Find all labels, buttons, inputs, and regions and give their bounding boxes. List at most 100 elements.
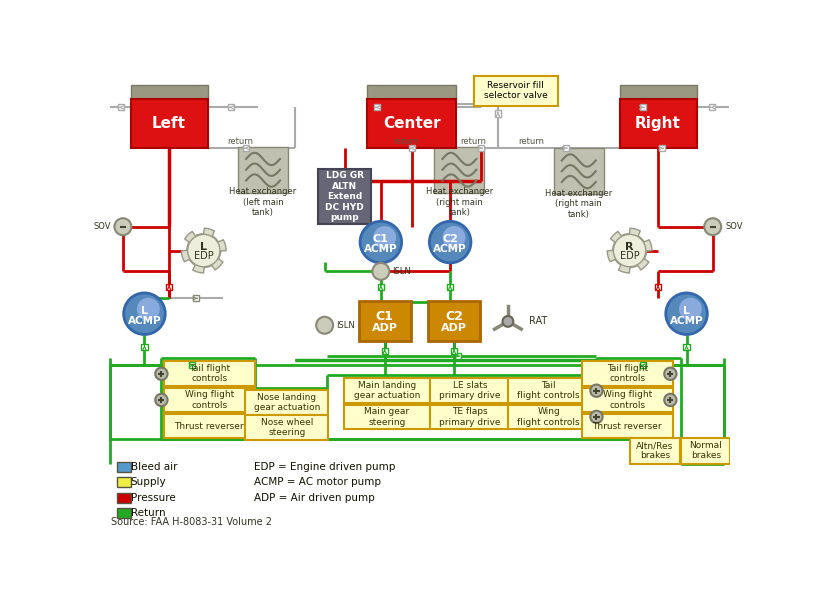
Bar [193, 295, 199, 301]
Text: Return: Return [131, 508, 165, 518]
Text: C2: C2 [442, 234, 458, 244]
Text: L: L [200, 243, 207, 253]
Text: ADP = Air driven pump: ADP = Air driven pump [254, 493, 375, 503]
Bar [430, 378, 511, 403]
Text: Tail
flight controls: Tail flight controls [517, 381, 580, 400]
Text: ADP: ADP [441, 323, 467, 333]
Text: ACMP = AC motor pump: ACMP = AC motor pump [254, 477, 380, 487]
Text: ACMP: ACMP [670, 315, 703, 326]
Bar [495, 110, 501, 117]
Bar [344, 378, 430, 403]
Bar [454, 353, 461, 359]
Text: Heat exchanger
(right main
tank): Heat exchanger (right main tank) [546, 189, 612, 218]
Circle shape [666, 293, 707, 334]
Bar [709, 104, 715, 110]
FancyBboxPatch shape [474, 76, 558, 106]
Text: Altn/Res
brakes: Altn/Res brakes [637, 441, 674, 461]
Text: C1: C1 [373, 234, 389, 244]
Bar [640, 362, 646, 368]
Text: LE slats
primary drive: LE slats primary drive [440, 381, 501, 400]
Bar [582, 414, 672, 438]
Bar [554, 148, 604, 195]
Bar [163, 388, 254, 412]
Text: R: R [625, 243, 634, 253]
Circle shape [613, 234, 646, 267]
Bar [563, 145, 569, 151]
Text: Heat exchanger
(left main
tank): Heat exchanger (left main tank) [229, 187, 297, 217]
Text: Nose wheel
steering: Nose wheel steering [261, 418, 313, 438]
Bar [367, 85, 456, 99]
Text: EDP = Engine driven pump: EDP = Engine driven pump [254, 462, 395, 472]
Bar [117, 493, 131, 503]
Text: Tail flight
controls: Tail flight controls [606, 364, 648, 384]
Text: TE flaps
primary drive: TE flaps primary drive [440, 407, 501, 426]
Text: EDP: EDP [620, 251, 640, 261]
Text: RAT: RAT [529, 317, 548, 326]
Bar [655, 283, 661, 290]
Bar [359, 301, 411, 342]
Circle shape [664, 394, 676, 406]
Circle shape [137, 298, 159, 321]
Circle shape [590, 384, 602, 397]
Polygon shape [181, 228, 226, 273]
Bar [430, 404, 511, 429]
Bar [684, 344, 689, 350]
Text: Bleed air: Bleed air [131, 462, 177, 472]
Bar [131, 99, 207, 148]
Circle shape [704, 218, 721, 235]
Bar [246, 390, 328, 415]
Bar [381, 347, 388, 354]
Text: return: return [228, 138, 254, 146]
Bar [428, 301, 480, 342]
Bar [117, 462, 131, 472]
Text: Wing flight
controls: Wing flight controls [185, 390, 234, 410]
Text: C1: C1 [376, 310, 393, 323]
Bar [374, 104, 380, 110]
Polygon shape [607, 228, 652, 273]
Text: Supply: Supply [131, 477, 166, 487]
Bar [620, 85, 697, 99]
Bar [117, 508, 131, 518]
Circle shape [188, 234, 220, 267]
Circle shape [155, 394, 167, 406]
Text: Thrust reverser: Thrust reverser [593, 422, 662, 431]
Bar [659, 145, 665, 151]
Bar [228, 104, 234, 110]
Circle shape [115, 218, 132, 235]
Text: Reservoir fill
selector valve: Reservoir fill selector valve [484, 81, 547, 100]
Text: ACMP: ACMP [128, 315, 161, 326]
Bar [166, 283, 172, 290]
Circle shape [502, 316, 513, 327]
Bar [582, 362, 672, 386]
Text: SOV: SOV [725, 222, 742, 231]
Text: Wing
flight controls: Wing flight controls [517, 407, 580, 426]
Text: L: L [141, 305, 148, 315]
Bar [620, 99, 697, 148]
Bar [508, 378, 589, 403]
Text: ACMP: ACMP [364, 244, 398, 254]
Bar [344, 404, 430, 429]
Bar [246, 415, 328, 440]
Text: ISLN: ISLN [337, 321, 355, 330]
Circle shape [372, 263, 389, 280]
Bar [163, 414, 254, 438]
Bar [508, 404, 589, 429]
Bar [478, 145, 484, 151]
Text: Source: FAA H-8083-31 Volume 2: Source: FAA H-8083-31 Volume 2 [111, 517, 272, 527]
Text: ADP: ADP [372, 323, 398, 333]
Text: Thrust reverser: Thrust reverser [174, 422, 244, 431]
Bar [118, 104, 124, 110]
Circle shape [679, 298, 702, 321]
Bar [131, 85, 207, 99]
Text: Wing flight
controls: Wing flight controls [602, 390, 652, 410]
Circle shape [360, 221, 402, 263]
Bar [367, 99, 456, 148]
Bar [582, 388, 672, 412]
Bar [681, 438, 730, 464]
Text: Main landing
gear actuation: Main landing gear actuation [354, 381, 420, 400]
Text: Normal
brakes: Normal brakes [689, 441, 722, 461]
Bar [409, 145, 415, 151]
Bar [630, 438, 680, 464]
Text: LDG GR
ALTN
Extend
DC HYD
pump: LDG GR ALTN Extend DC HYD pump [325, 171, 364, 222]
Circle shape [155, 368, 167, 380]
